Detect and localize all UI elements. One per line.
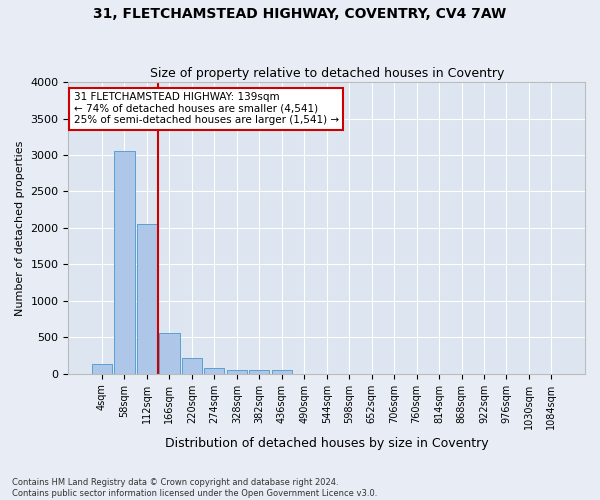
Title: Size of property relative to detached houses in Coventry: Size of property relative to detached ho… <box>149 66 504 80</box>
Text: Contains HM Land Registry data © Crown copyright and database right 2024.
Contai: Contains HM Land Registry data © Crown c… <box>12 478 377 498</box>
X-axis label: Distribution of detached houses by size in Coventry: Distribution of detached houses by size … <box>165 437 488 450</box>
Text: 31 FLETCHAMSTEAD HIGHWAY: 139sqm
← 74% of detached houses are smaller (4,541)
25: 31 FLETCHAMSTEAD HIGHWAY: 139sqm ← 74% o… <box>74 92 338 126</box>
Bar <box>272 370 292 374</box>
Text: 31, FLETCHAMSTEAD HIGHWAY, COVENTRY, CV4 7AW: 31, FLETCHAMSTEAD HIGHWAY, COVENTRY, CV4… <box>94 8 506 22</box>
Bar <box>115 150 134 374</box>
Bar <box>227 370 247 374</box>
Bar <box>137 224 157 374</box>
Bar <box>249 370 269 374</box>
Bar <box>159 333 179 374</box>
Bar <box>92 364 112 374</box>
Bar <box>182 358 202 374</box>
Y-axis label: Number of detached properties: Number of detached properties <box>15 140 25 316</box>
Bar <box>204 368 224 374</box>
